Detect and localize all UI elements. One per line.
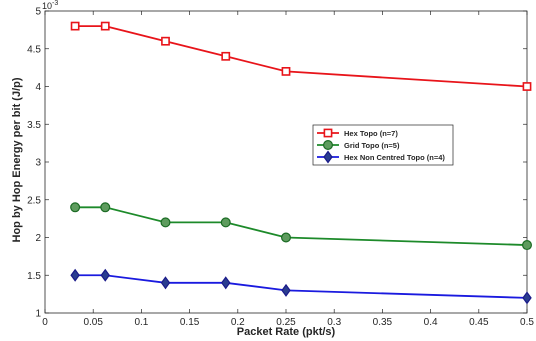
data-point bbox=[70, 268, 80, 282]
y-tick-label: 4 bbox=[35, 82, 41, 93]
legend-swatch-marker bbox=[323, 128, 333, 138]
data-point bbox=[161, 36, 170, 46]
data-point bbox=[70, 21, 80, 31]
legend-item: Grid Topo (n=5) bbox=[317, 140, 400, 151]
legend-swatch-marker bbox=[323, 150, 333, 164]
x-tick-label: 0.15 bbox=[180, 317, 200, 328]
y-axis-exponent: 10-3 bbox=[42, 0, 58, 11]
y-tick-label: 1.5 bbox=[27, 271, 41, 282]
legend-item: Hex Non Centred Topo (n=4) bbox=[317, 150, 445, 164]
y-tick-label: 4.5 bbox=[27, 44, 41, 55]
legend-label: Grid Topo (n=5) bbox=[344, 141, 400, 150]
data-point bbox=[522, 291, 532, 305]
x-tick-label: 0.3 bbox=[327, 317, 341, 328]
data-point bbox=[281, 67, 291, 76]
y-exponent-power: -3 bbox=[52, 0, 58, 7]
data-point bbox=[160, 217, 171, 228]
legend-item: Hex Topo (n=7) bbox=[317, 128, 398, 138]
series-1 bbox=[70, 21, 532, 91]
x-tick-label: 0 bbox=[42, 317, 48, 328]
x-tick-label: 0.05 bbox=[83, 317, 103, 328]
x-tick-label: 0.1 bbox=[134, 317, 148, 328]
data-point bbox=[281, 232, 292, 243]
axes: 0 0.05 0.1 0.15 0.2 0.25 0.3 0.35 0.4 0.45 0.5 1 1.5… bbox=[27, 7, 534, 329]
legend-label: Hex Topo (n=7) bbox=[344, 129, 398, 138]
y-exponent-base: 10 bbox=[42, 1, 52, 11]
data-point bbox=[100, 21, 110, 31]
legend: Hex Topo (n=7) Grid Topo (n=5) Hex Non Cen… bbox=[312, 124, 454, 166]
data-point bbox=[521, 240, 532, 251]
data-point bbox=[281, 283, 291, 297]
y-tick-label: 2.5 bbox=[27, 195, 41, 206]
data-point bbox=[100, 202, 111, 213]
data-point bbox=[70, 202, 81, 213]
y-axis-label: Hop by Hop Energy per bit (J/p) bbox=[11, 77, 23, 242]
data-point bbox=[221, 276, 231, 290]
data-point bbox=[160, 276, 171, 290]
series-3 bbox=[70, 268, 532, 305]
y-tick-label: 3.5 bbox=[27, 120, 41, 131]
series-group bbox=[70, 21, 532, 305]
series-2 bbox=[70, 202, 532, 251]
data-point bbox=[221, 51, 231, 61]
series-line bbox=[75, 206, 528, 246]
x-tick-label: 0.35 bbox=[373, 317, 393, 328]
x-tick-label: 0.45 bbox=[469, 317, 489, 328]
y-tick-label: 2 bbox=[35, 233, 41, 244]
x-tick-label: 0.25 bbox=[276, 317, 296, 328]
legend-swatch-marker bbox=[323, 140, 334, 151]
y-tick-label: 3 bbox=[35, 158, 41, 169]
y-tick-label: 5 bbox=[35, 7, 41, 18]
y-tick-label: 1 bbox=[35, 309, 41, 320]
data-point bbox=[220, 217, 231, 228]
data-point bbox=[522, 82, 532, 91]
legend-label: Hex Non Centred Topo (n=4) bbox=[344, 153, 445, 162]
series-line bbox=[75, 274, 528, 299]
x-tick-label: 0.4 bbox=[424, 317, 438, 328]
x-tick-label: 0.5 bbox=[520, 317, 534, 328]
data-point bbox=[100, 268, 110, 282]
x-tick-label: 0.2 bbox=[231, 317, 245, 328]
series-line bbox=[75, 25, 528, 88]
x-axis-label: Packet Rate (pkt/s) bbox=[237, 326, 336, 338]
